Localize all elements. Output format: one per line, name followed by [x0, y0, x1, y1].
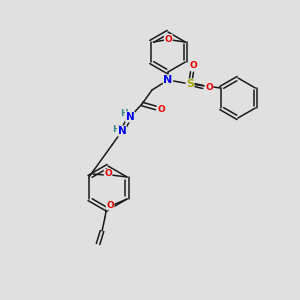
Text: N: N	[164, 75, 172, 85]
Text: O: O	[189, 61, 197, 70]
Text: H: H	[120, 110, 128, 118]
Text: O: O	[106, 200, 114, 209]
Text: N: N	[118, 126, 126, 136]
Text: N: N	[126, 112, 134, 122]
Text: O: O	[164, 34, 172, 43]
Text: H: H	[112, 124, 120, 134]
Text: O: O	[205, 83, 213, 92]
Text: O: O	[157, 104, 165, 113]
Text: S: S	[186, 79, 194, 89]
Text: O: O	[104, 169, 112, 178]
